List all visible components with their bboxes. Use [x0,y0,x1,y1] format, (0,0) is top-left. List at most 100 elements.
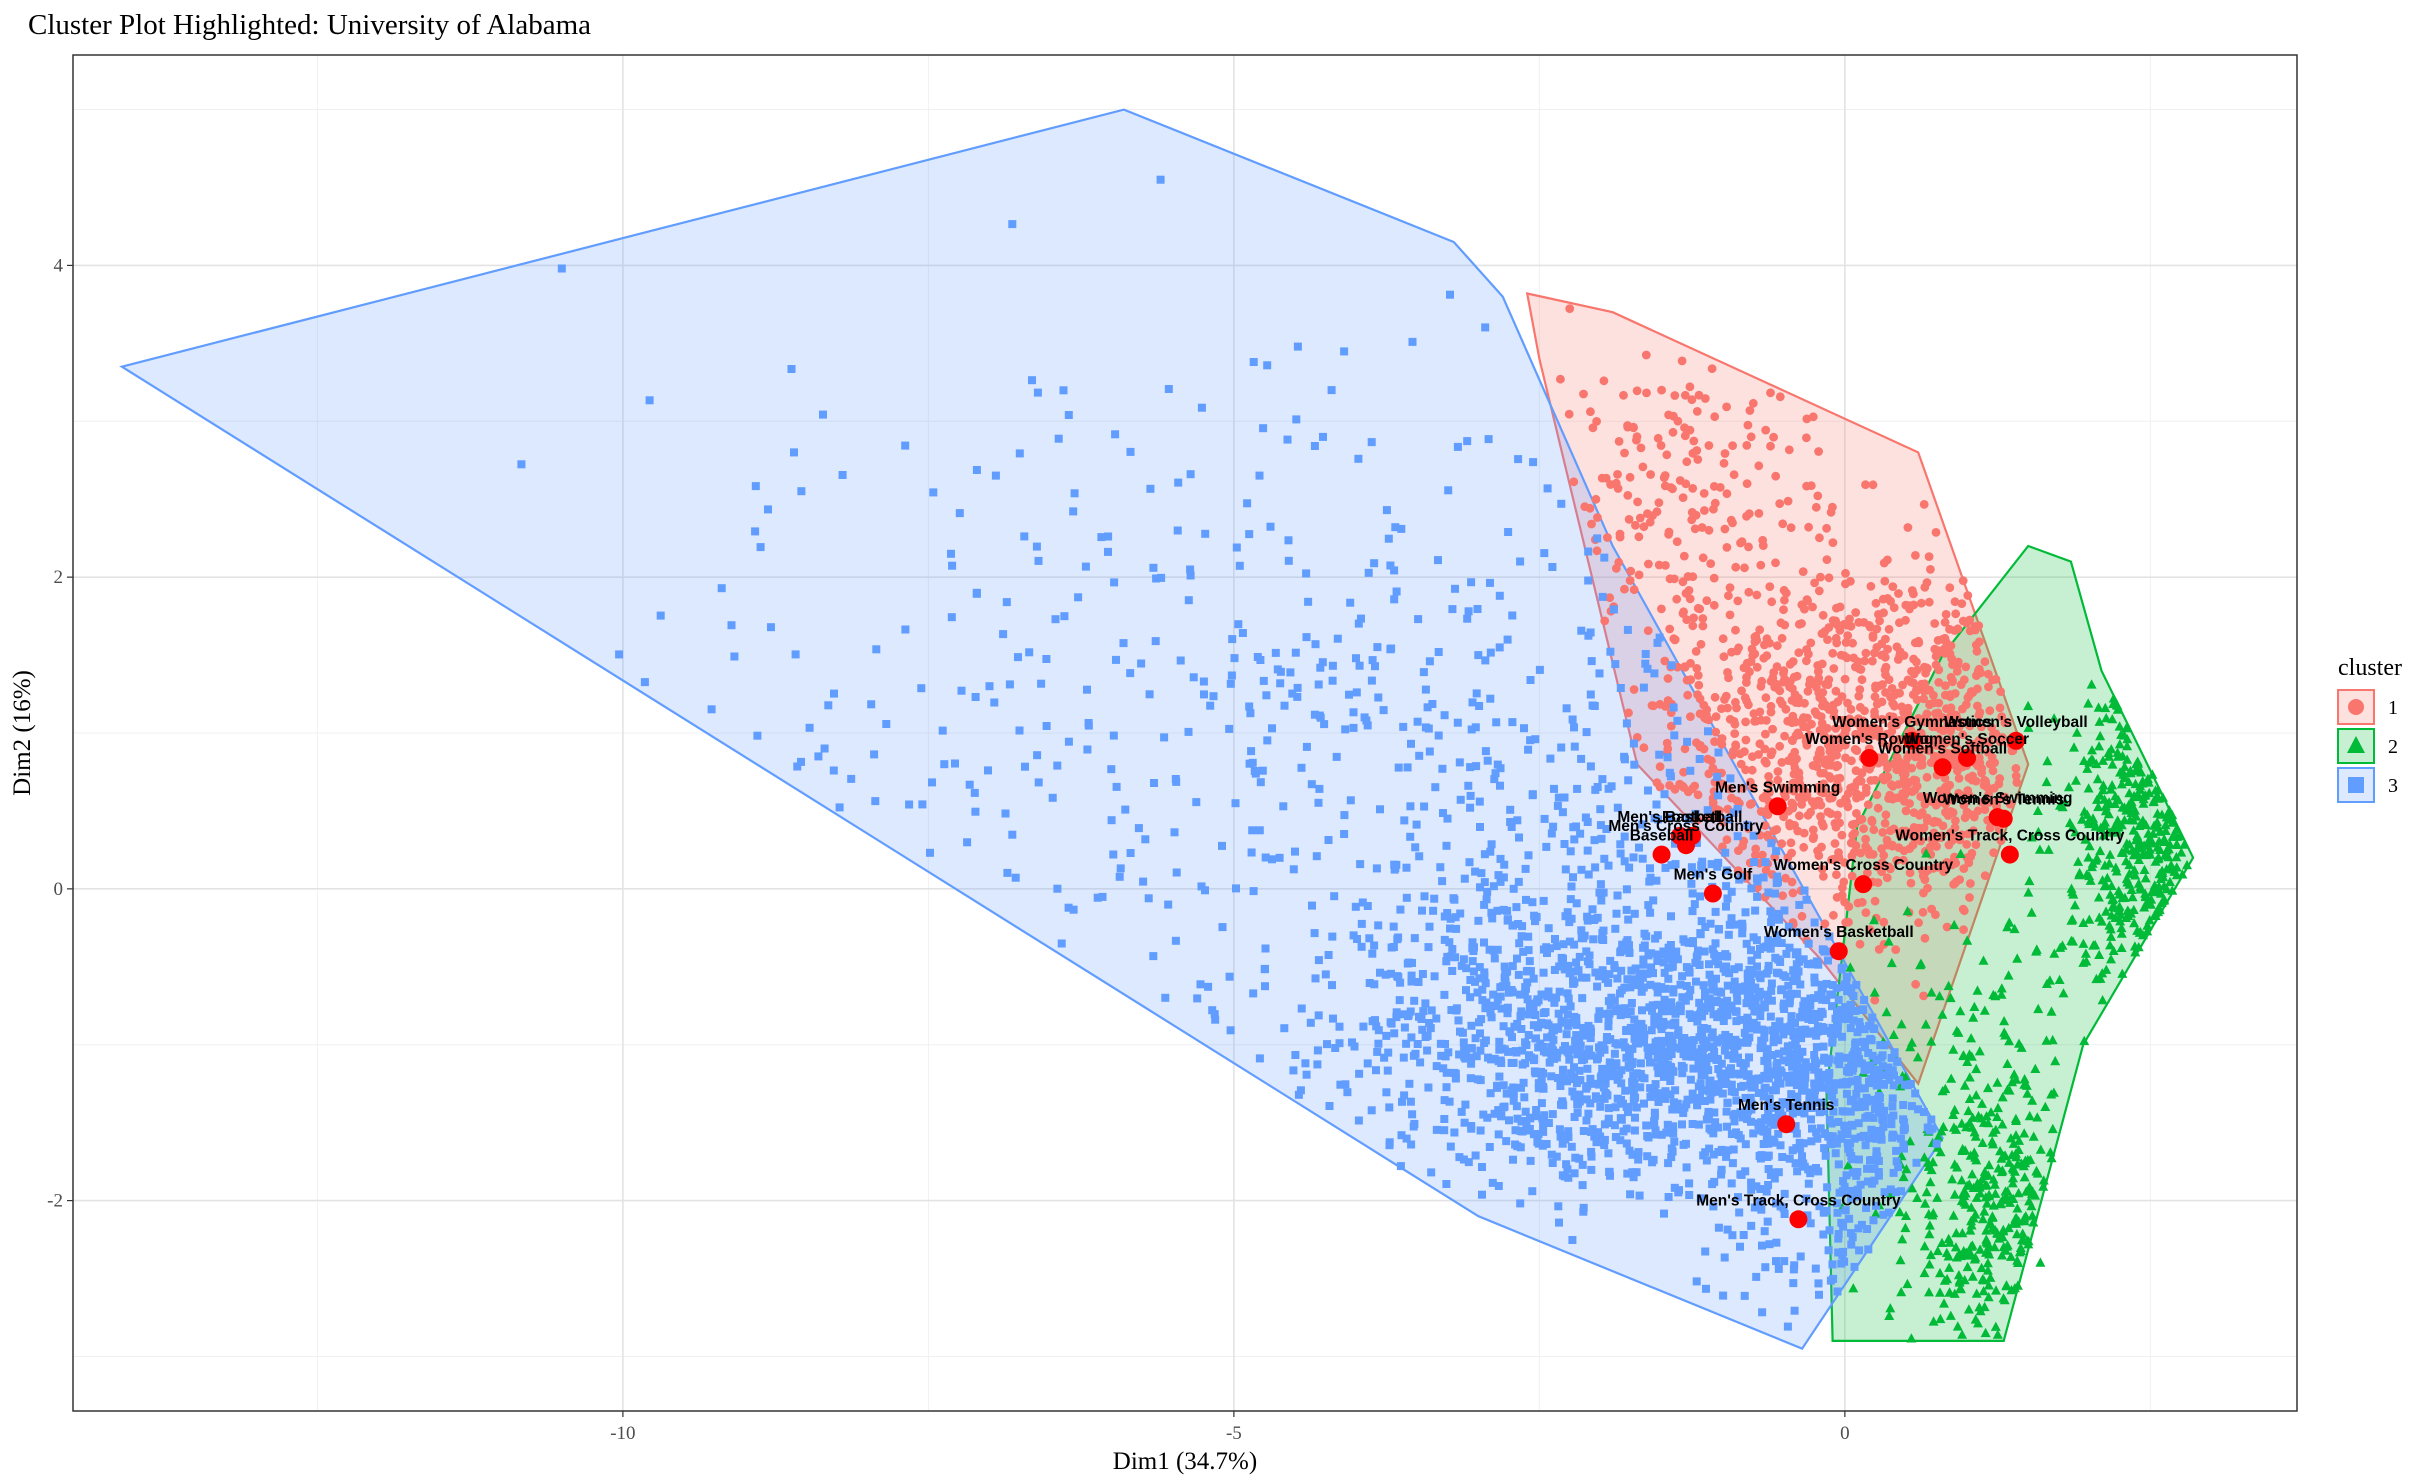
cluster-point-1 [1917,598,1926,608]
cluster-point-1 [1784,445,1794,455]
cluster-point-2 [2094,912,2105,922]
cluster-point-3 [1765,1240,1774,1249]
cluster-point-3 [1727,1130,1736,1138]
cluster-point-2 [1983,1170,1994,1180]
cluster-point-2 [1951,1124,1962,1134]
cluster-point-3 [1806,1088,1815,1097]
cluster-point-2 [2128,825,2139,835]
grid-major [73,55,2297,1411]
cluster-point-3 [1441,1052,1450,1061]
cluster-point-3 [1853,1192,1862,1201]
cluster-point-3 [1387,644,1396,653]
cluster-point-2 [1948,1044,1959,1054]
cluster-point-3 [1800,1079,1809,1088]
cluster-point-2 [2152,842,2163,852]
cluster-point-3 [1773,1058,1782,1067]
cluster-point-3 [1598,966,1607,975]
cluster-point-1 [1829,700,1838,710]
cluster-point-3 [1613,803,1622,812]
cluster-point-2 [1997,1165,2008,1175]
cluster-point-3 [1851,1038,1860,1047]
cluster-point-3 [1850,1048,1859,1057]
cluster-point-3 [1568,1087,1577,1096]
cluster-point-3 [1698,1048,1707,1057]
cluster-point-1 [1860,656,1869,666]
cluster-point-3 [1227,671,1236,680]
cluster-point-3 [1440,990,1449,999]
cluster-point-3 [1349,708,1358,717]
cluster-point-3 [1799,1139,1808,1148]
cluster-point-1 [1740,563,1749,573]
cluster-point-1 [1670,391,1680,400]
cluster-point-1 [1805,675,1815,685]
cluster-point-3 [1856,1022,1865,1031]
cluster-point-2 [2083,852,2094,862]
cluster-point-3 [1615,1070,1624,1079]
cluster-point-2 [2078,917,2089,927]
cluster-point-3 [1668,1066,1677,1075]
cluster-point-2 [2023,722,2034,732]
cluster-point-3 [1720,1046,1729,1055]
cluster-point-3 [1641,650,1650,658]
cluster-point-3 [1624,776,1633,785]
cluster-point-3 [1600,1120,1609,1129]
cluster-point-3 [1310,929,1319,938]
cluster-point-3 [1119,639,1128,648]
cluster-point-3 [870,750,879,759]
cluster-point-1 [1832,603,1841,613]
cluster-point-3 [1872,1134,1881,1143]
cluster-point-3 [1616,1011,1625,1020]
highlighted-point [2006,731,2025,750]
cluster-point-1 [1883,555,1892,565]
cluster-point-1 [1853,657,1863,667]
cluster-point-2 [1999,1016,2010,1026]
cluster-point-3 [1259,424,1268,433]
cluster-point-1 [1988,675,1997,685]
cluster-point-3 [1639,943,1648,952]
cluster-point-2 [1987,1136,1998,1146]
cluster-point-1 [1813,491,1823,501]
cluster-point-1 [1995,703,2005,713]
cluster-point-1 [1770,682,1780,692]
cluster-point-2 [1969,1001,1980,1011]
cluster-point-3 [1743,821,1752,830]
cluster-point-1 [1802,595,1812,604]
cluster-point-1 [1803,686,1813,696]
cluster-point-3 [1430,972,1439,981]
cluster-point-1 [1953,624,1963,634]
cluster-point-2 [2090,939,2101,950]
cluster-point-3 [1053,884,1062,893]
cluster-point-3 [1376,805,1384,814]
cluster-point-3 [1873,1152,1882,1161]
cluster-point-2 [1951,1252,1962,1262]
cluster-point-3 [835,803,844,812]
cluster-point-3 [1404,1012,1413,1021]
cluster-point-1 [1820,700,1830,709]
cluster-point-1 [1893,743,1903,753]
cluster-point-3 [1622,938,1631,947]
legend-marker-3 [2348,777,2364,793]
cluster-point-3 [1332,752,1341,761]
cluster-point-2 [2055,800,2065,810]
cluster-point-1 [1767,747,1777,757]
cluster-point-3 [1328,676,1337,685]
cluster-point-3 [1624,1108,1632,1117]
cluster-point-1 [1718,634,1728,644]
cluster-point-3 [1788,1109,1797,1118]
cluster-point-1 [1823,723,1832,733]
cluster-point-2 [2012,953,2023,963]
cluster-point-2 [2113,885,2124,896]
cluster-point-2 [2152,816,2163,827]
cluster-point-3 [1583,1064,1592,1073]
cluster-point-3 [1667,998,1676,1007]
cluster-point-3 [1750,858,1759,867]
cluster-point-1 [1980,805,1990,814]
cluster-point-3 [1737,1170,1746,1179]
cluster-point-3 [1623,1169,1632,1178]
cluster-point-3 [1699,1043,1708,1052]
cluster-point-3 [1772,879,1781,888]
cluster-point-2 [1963,1304,1974,1314]
cluster-point-2 [2105,940,2115,950]
cluster-point-3 [1687,863,1696,872]
cluster-point-3 [1810,1051,1819,1059]
